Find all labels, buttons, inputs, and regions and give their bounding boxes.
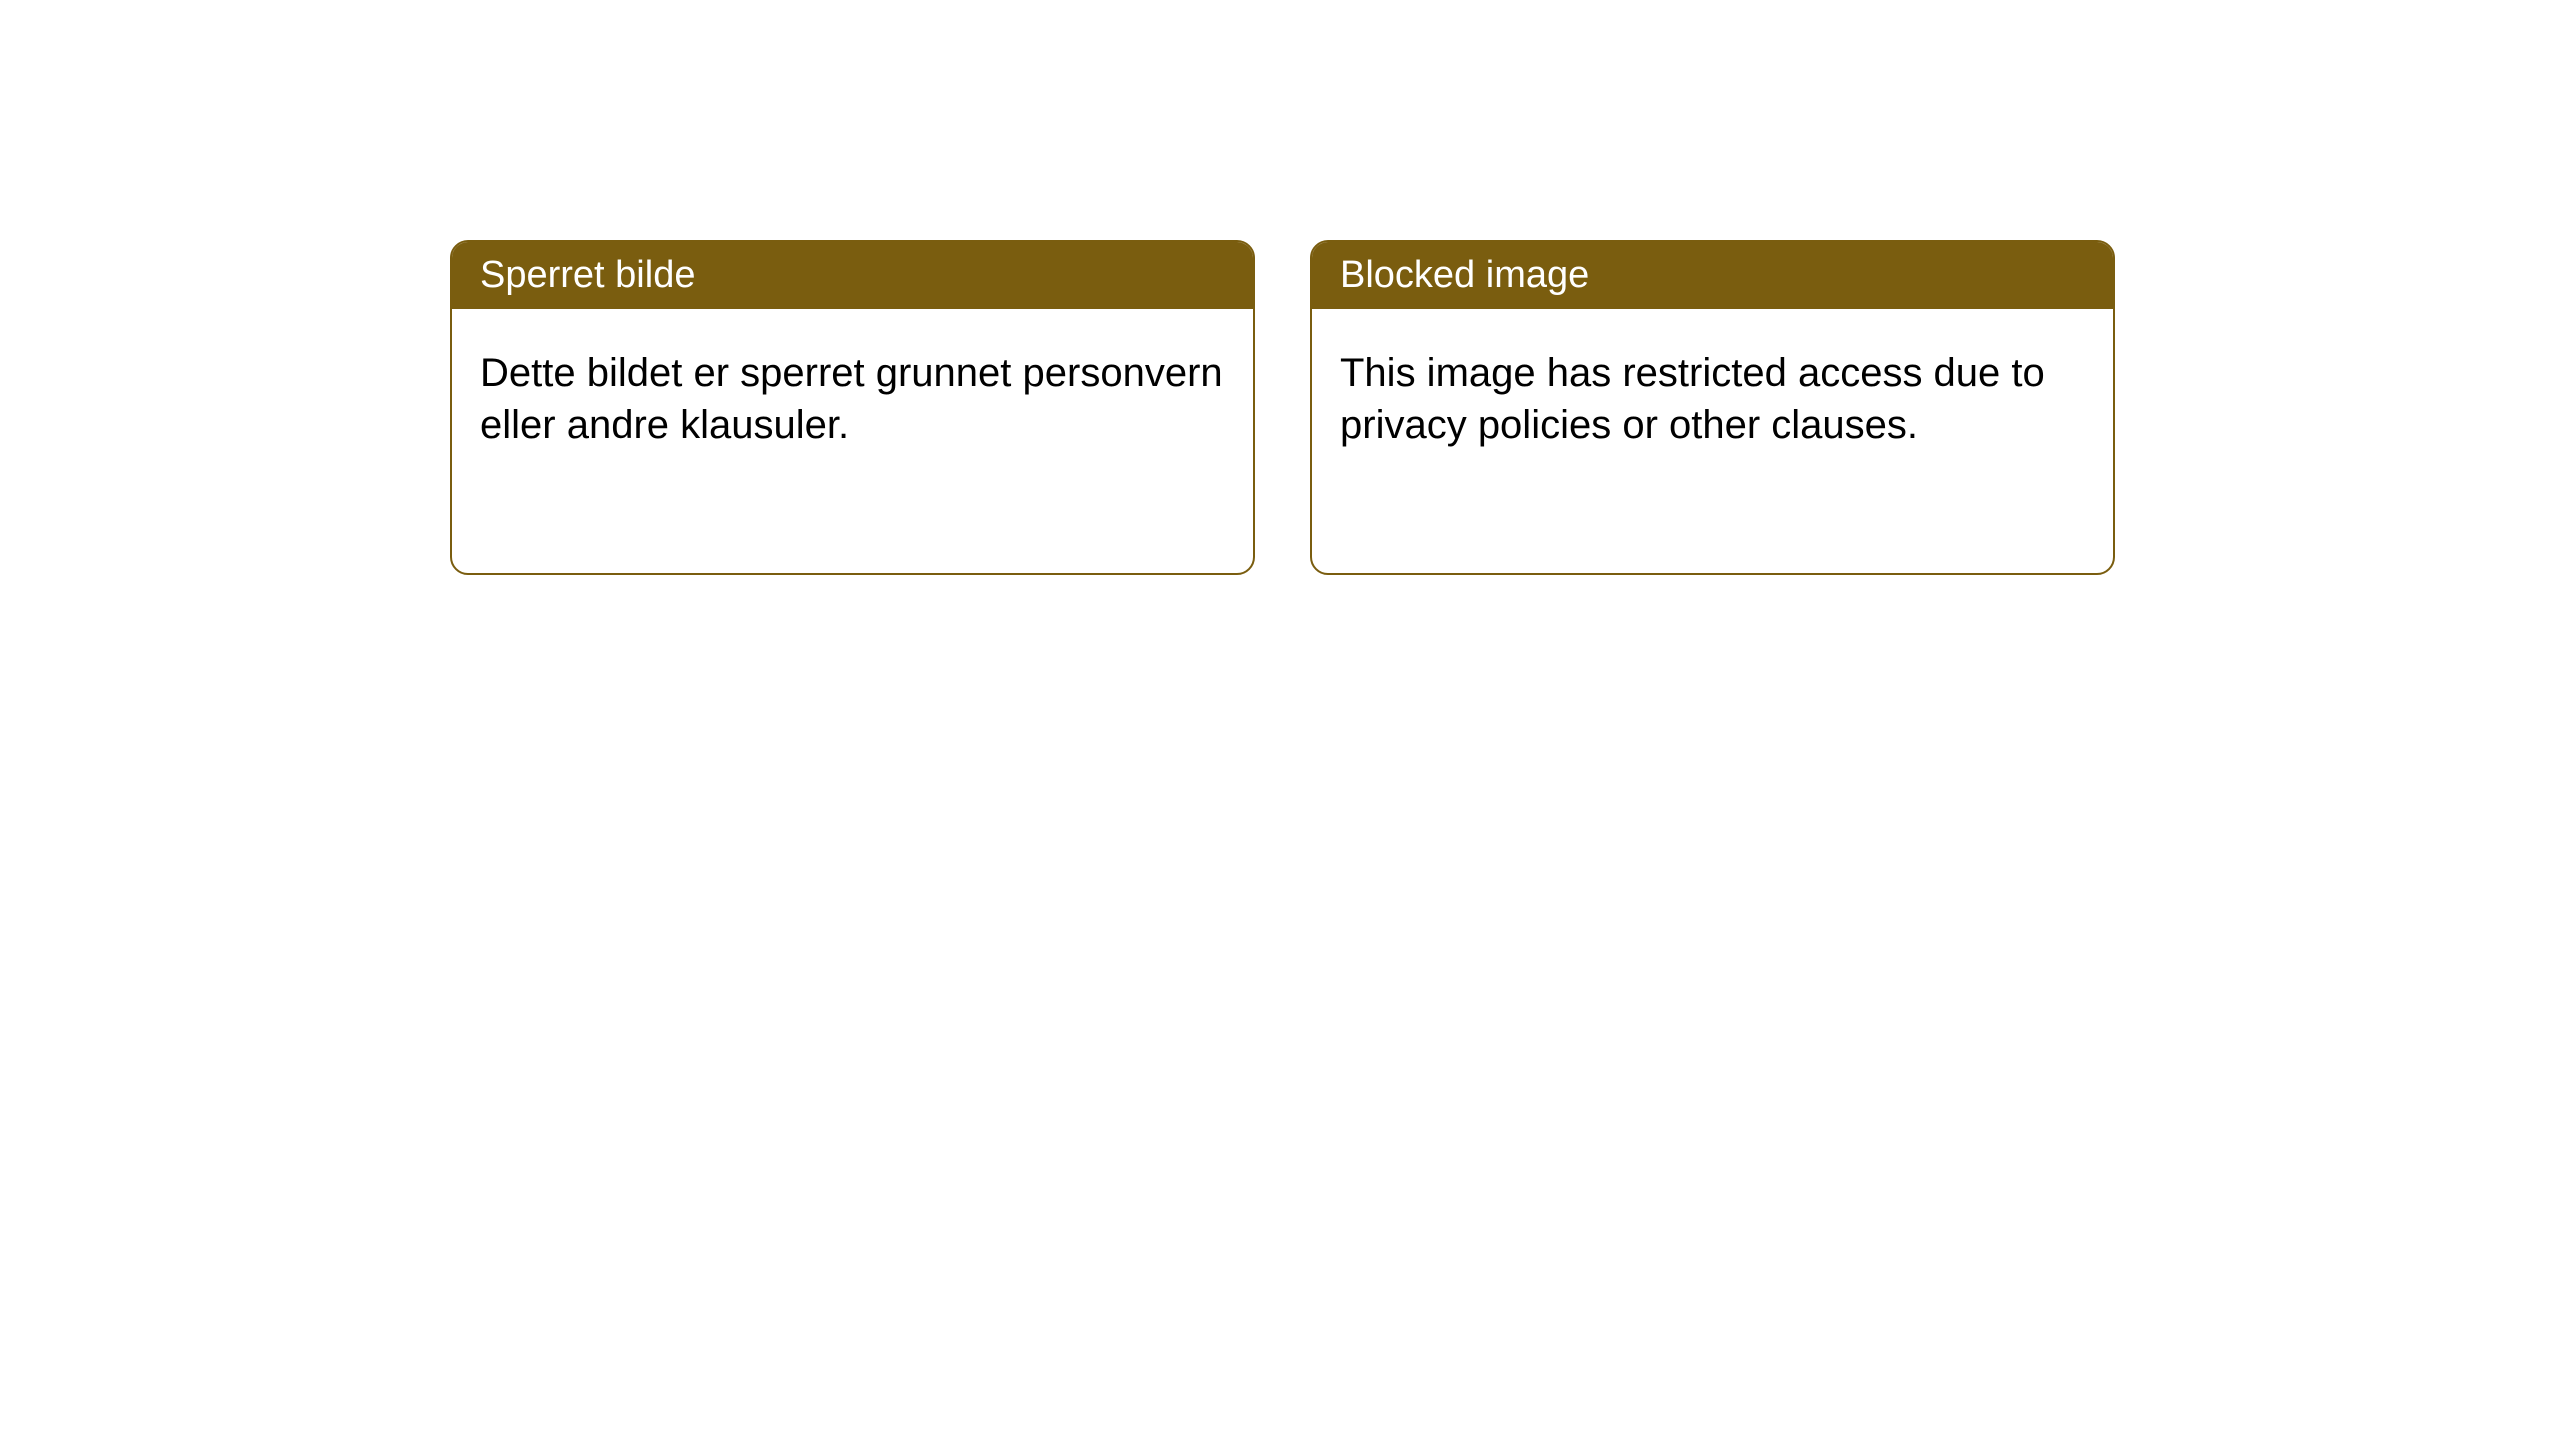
card-title: Blocked image: [1340, 254, 1589, 296]
card-header: Sperret bilde: [452, 242, 1253, 309]
notice-card-norwegian: Sperret bilde Dette bildet er sperret gr…: [450, 240, 1255, 575]
card-body-text: This image has restricted access due to …: [1340, 351, 2045, 447]
notice-container: Sperret bilde Dette bildet er sperret gr…: [450, 240, 2115, 575]
card-title: Sperret bilde: [480, 254, 695, 296]
card-body-text: Dette bildet er sperret grunnet personve…: [480, 351, 1223, 447]
notice-card-english: Blocked image This image has restricted …: [1310, 240, 2115, 575]
card-body: Dette bildet er sperret grunnet personve…: [452, 309, 1253, 489]
card-header: Blocked image: [1312, 242, 2113, 309]
card-body: This image has restricted access due to …: [1312, 309, 2113, 489]
